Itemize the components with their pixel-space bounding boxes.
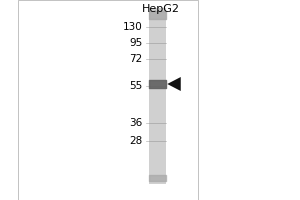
Polygon shape	[167, 77, 181, 91]
Text: 95: 95	[129, 38, 142, 48]
Bar	[18, 0, 198, 200]
Text: 28: 28	[129, 136, 142, 146]
Text: 55: 55	[129, 81, 142, 91]
Text: 130: 130	[123, 22, 142, 32]
Text: 36: 36	[129, 118, 142, 128]
Text: 72: 72	[129, 54, 142, 64]
Bar	[149, 8, 166, 184]
Text: HepG2: HepG2	[142, 4, 179, 14]
